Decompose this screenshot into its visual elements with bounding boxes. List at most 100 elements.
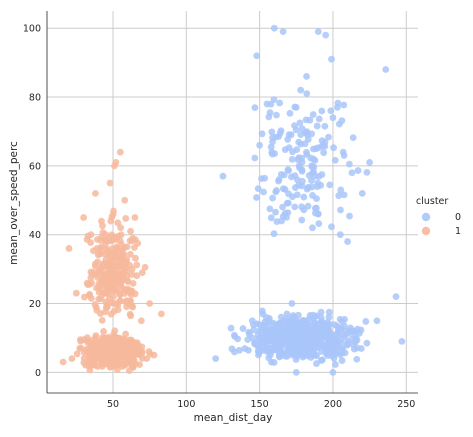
scatter-point-series-0 bbox=[345, 160, 353, 168]
scatter-point-series-1 bbox=[113, 272, 121, 280]
scatter-point-series-0 bbox=[336, 231, 344, 239]
scatter-point-series-0 bbox=[300, 334, 308, 342]
scatter-point-series-1 bbox=[91, 260, 99, 268]
scatter-point-series-0 bbox=[323, 333, 330, 341]
scatter-point-series-0 bbox=[284, 343, 292, 351]
scatter-point-series-0 bbox=[320, 149, 328, 157]
scatter-point-series-0 bbox=[283, 315, 291, 323]
scatter-point-series-1 bbox=[131, 360, 139, 368]
scatter-point-series-1 bbox=[125, 338, 132, 346]
scatter-point-series-1 bbox=[129, 279, 137, 287]
scatter-point-series-0 bbox=[285, 131, 293, 139]
scatter-point-series-0 bbox=[269, 134, 276, 142]
scatter-point-series-1 bbox=[121, 358, 129, 366]
scatter-point-series-1 bbox=[143, 355, 151, 362]
scatter-point-series-1 bbox=[83, 345, 91, 353]
scatter-point-series-1 bbox=[122, 330, 130, 338]
scatter-point-series-0 bbox=[276, 352, 284, 359]
x-tick-label: 250 bbox=[397, 399, 415, 410]
x-tick-labels: 50 100 150 200 250 bbox=[107, 399, 415, 410]
scatter-point-series-0 bbox=[266, 337, 274, 344]
scatter-point-series-0 bbox=[319, 356, 326, 364]
scatter-point-series-1 bbox=[126, 289, 134, 297]
scatter-point-series-0 bbox=[319, 141, 327, 149]
scatter-point-series-0 bbox=[349, 134, 357, 142]
scatter-point-series-0 bbox=[276, 320, 284, 327]
scatter-point-series-0 bbox=[318, 107, 326, 115]
scatter-point-series-0 bbox=[322, 31, 330, 39]
scatter-point-series-0 bbox=[286, 321, 294, 329]
scatter-point-series-0 bbox=[326, 320, 334, 328]
scatter-point-series-1 bbox=[102, 231, 110, 239]
scatter-point-series-1 bbox=[133, 341, 140, 349]
scatter-point-series-0 bbox=[306, 116, 314, 124]
scatter-point-series-1 bbox=[91, 355, 99, 363]
scatter-point-series-1 bbox=[112, 301, 120, 308]
x-tick-label: 200 bbox=[324, 399, 342, 410]
scatter-point-series-1 bbox=[120, 285, 128, 293]
scatter-point-series-0 bbox=[297, 131, 305, 138]
scatter-point-series-0 bbox=[325, 133, 332, 141]
scatter-point-series-0 bbox=[291, 172, 299, 180]
scatter-point-series-0 bbox=[277, 313, 285, 321]
scatter-point-series-0 bbox=[262, 329, 269, 336]
scatter-point-series-0 bbox=[343, 341, 351, 349]
scatter-point-series-0 bbox=[301, 342, 309, 349]
scatter-point-series-0 bbox=[276, 99, 284, 107]
scatter-point-series-1 bbox=[111, 254, 119, 262]
scatter-point-series-0 bbox=[295, 138, 303, 146]
scatter-point-series-1 bbox=[137, 317, 145, 325]
scatter-point-series-0 bbox=[318, 171, 326, 178]
scatter-point-series-0 bbox=[263, 100, 271, 108]
scatter-point-series-0 bbox=[317, 329, 324, 336]
scatter-point-series-1 bbox=[87, 231, 95, 239]
scatter-point-series-0 bbox=[288, 300, 296, 307]
scatter-point-series-0 bbox=[289, 148, 296, 156]
scatter-point-series-0 bbox=[314, 28, 322, 36]
scatter-point-series-0 bbox=[333, 346, 341, 354]
scatter-point-series-0 bbox=[279, 203, 286, 211]
scatter-point-series-0 bbox=[258, 130, 266, 138]
scatter-point-series-1 bbox=[116, 336, 124, 344]
scatter-point-series-1 bbox=[81, 293, 88, 301]
x-tick-label: 150 bbox=[251, 399, 269, 410]
scatter-point-series-0 bbox=[212, 355, 220, 362]
scatter-point-series-0 bbox=[339, 148, 347, 156]
scatter-point-series-0 bbox=[310, 145, 317, 153]
scatter-point-series-0 bbox=[296, 164, 303, 172]
scatter-point-series-1 bbox=[106, 179, 114, 187]
scatter-point-series-1 bbox=[117, 231, 125, 239]
scatter-point-series-0 bbox=[353, 355, 361, 363]
scatter-point-series-0 bbox=[219, 172, 227, 180]
scatter-point-series-0 bbox=[308, 183, 316, 191]
scatter-point-series-0 bbox=[309, 192, 316, 199]
scatter-point-series-1 bbox=[122, 258, 130, 266]
scatter-point-series-1 bbox=[96, 245, 104, 253]
scatter-point-series-1 bbox=[138, 269, 146, 276]
scatter-point-series-0 bbox=[329, 368, 337, 376]
scatter-point-series-0 bbox=[273, 335, 281, 343]
scatter-point-series-0 bbox=[283, 310, 291, 318]
scatter-point-series-1 bbox=[117, 240, 125, 248]
scatter-point-series-0 bbox=[298, 216, 306, 224]
scatter-point-series-0 bbox=[333, 103, 341, 111]
scatter-point-series-1 bbox=[110, 293, 117, 300]
scatter-point-series-1 bbox=[127, 312, 135, 320]
scatter-point-series-0 bbox=[291, 184, 299, 191]
scatter-point-series-0 bbox=[382, 66, 390, 73]
scatter-point-series-0 bbox=[258, 307, 266, 315]
scatter-point-series-1 bbox=[59, 358, 67, 366]
scatter-point-series-1 bbox=[128, 237, 136, 245]
scatter-point-series-1 bbox=[117, 224, 124, 232]
scatter-point-series-1 bbox=[138, 343, 146, 351]
scatter-point-series-0 bbox=[278, 217, 286, 225]
scatter-point-series-1 bbox=[113, 244, 121, 252]
scatter-point-series-0 bbox=[275, 177, 282, 185]
scatter-point-series-0 bbox=[363, 339, 371, 347]
scatter-point-series-0 bbox=[325, 313, 333, 321]
scatter-point-series-0 bbox=[297, 323, 304, 330]
scatter-point-series-0 bbox=[300, 193, 308, 201]
scatter-point-series-1 bbox=[98, 316, 106, 324]
scatter-point-series-1 bbox=[93, 306, 101, 314]
scatter-point-series-0 bbox=[347, 327, 355, 334]
